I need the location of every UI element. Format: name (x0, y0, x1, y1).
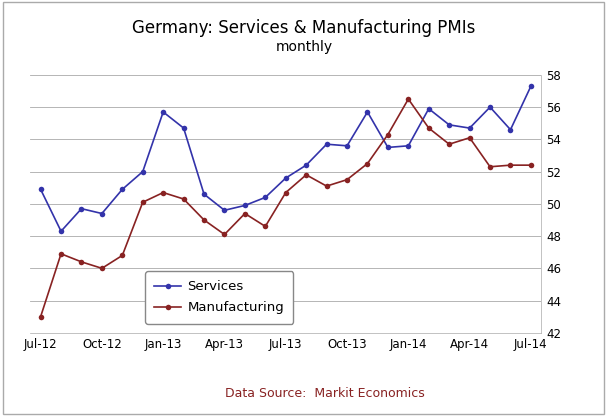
Manufacturing (119, 253, 126, 258)
Text: monthly: monthly (275, 40, 333, 54)
Manufacturing (303, 172, 310, 177)
Manufacturing (159, 190, 167, 195)
Manufacturing (139, 200, 147, 205)
Manufacturing (527, 163, 534, 168)
Services (507, 127, 514, 132)
Services (364, 109, 371, 114)
Manufacturing (323, 183, 330, 188)
Manufacturing (364, 161, 371, 166)
Manufacturing (344, 177, 351, 182)
Services (78, 206, 85, 211)
Services (221, 208, 228, 213)
Services (139, 169, 147, 174)
Services (180, 126, 187, 131)
Text: Germany: Services & Manufacturing PMIs: Germany: Services & Manufacturing PMIs (133, 19, 475, 37)
Manufacturing (221, 232, 228, 237)
Services (425, 106, 432, 111)
Manufacturing (282, 190, 289, 195)
Manufacturing (180, 196, 187, 201)
Services (466, 126, 473, 131)
Text: TradingFloor·com: TradingFloor·com (60, 388, 163, 398)
Services (37, 187, 44, 192)
Text: GROUP: GROUP (16, 399, 41, 404)
Manufacturing (425, 126, 432, 131)
Services (527, 84, 534, 89)
Manufacturing (486, 164, 494, 169)
Text: SAXO: SAXO (16, 380, 44, 389)
Manufacturing (78, 260, 85, 265)
Services (384, 145, 392, 150)
Services (57, 229, 64, 234)
Services (241, 203, 249, 208)
Line: Services: Services (38, 83, 534, 234)
Services (261, 195, 269, 200)
Services (323, 142, 330, 147)
Services (282, 176, 289, 181)
Text: Data Source:  Markit Economics: Data Source: Markit Economics (225, 386, 425, 400)
Manufacturing (446, 142, 453, 147)
Line: Manufacturing: Manufacturing (38, 96, 534, 319)
Manufacturing (37, 314, 44, 319)
Services (98, 211, 106, 216)
Services (486, 104, 494, 109)
Services (303, 163, 310, 168)
Manufacturing (405, 97, 412, 102)
Manufacturing (201, 218, 208, 223)
Services (119, 187, 126, 192)
Legend: Services, Manufacturing: Services, Manufacturing (145, 271, 294, 324)
Services (159, 109, 167, 114)
Manufacturing (507, 163, 514, 168)
Manufacturing (384, 132, 392, 137)
Manufacturing (261, 224, 269, 229)
Manufacturing (57, 251, 64, 256)
Services (446, 122, 453, 127)
Manufacturing (466, 135, 473, 140)
Services (405, 143, 412, 148)
Manufacturing (241, 211, 249, 216)
Manufacturing (98, 266, 106, 271)
Services (201, 192, 208, 197)
Services (344, 143, 351, 148)
